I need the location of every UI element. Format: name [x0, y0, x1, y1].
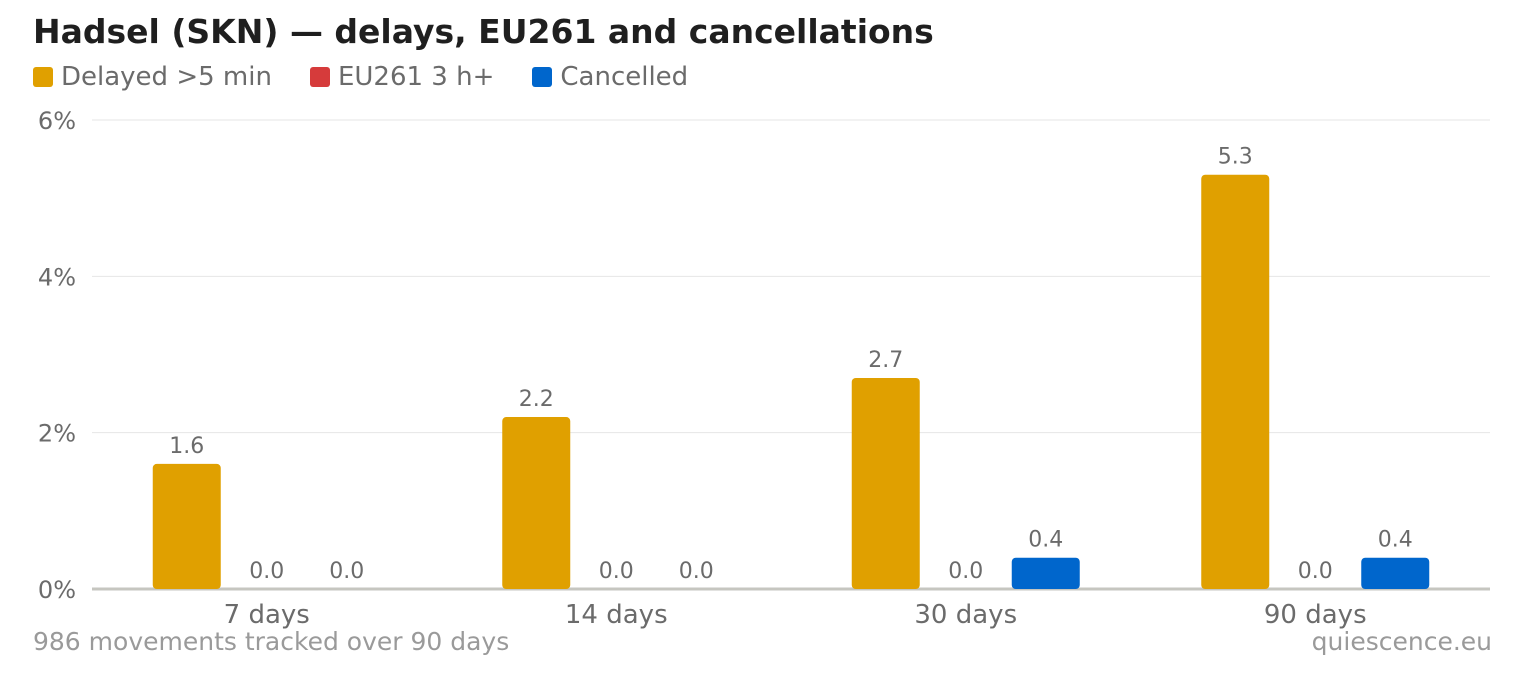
bar	[502, 417, 571, 589]
data-label: 0.0	[329, 559, 364, 584]
bar	[152, 463, 221, 589]
data-label: 5.3	[1218, 145, 1253, 170]
x-tick-label: 30 days	[914, 600, 1017, 630]
footer-source: quiescence.eu	[1311, 627, 1492, 656]
x-tick-label: 7 days	[224, 600, 310, 630]
y-tick-label: 6%	[38, 107, 76, 135]
legend-label-cancelled: Cancelled	[560, 62, 689, 92]
bar	[1011, 557, 1080, 589]
legend-item-delayed: Delayed >5 min	[33, 62, 272, 92]
data-label: 0.4	[1028, 528, 1063, 553]
bar	[1201, 174, 1270, 589]
legend-swatch-cancelled	[532, 67, 553, 87]
chart-title: Hadsel (SKN) — delays, EU261 and cancell…	[33, 12, 934, 51]
legend-label-delayed: Delayed >5 min	[61, 62, 272, 92]
data-label: 2.7	[868, 348, 903, 373]
y-tick-label: 0%	[38, 576, 76, 604]
x-tick-label: 90 days	[1264, 600, 1367, 630]
footer-note: 986 movements tracked over 90 days	[33, 627, 510, 656]
legend-label-eu261: EU261 3 h+	[337, 62, 495, 92]
bar	[851, 377, 920, 589]
legend-swatch-delayed	[33, 67, 53, 87]
data-label: 0.0	[249, 559, 284, 584]
y-tick-label: 2%	[38, 420, 76, 448]
legend: Delayed >5 min EU261 3 h+ Cancelled	[33, 61, 726, 93]
y-tick-label: 4%	[38, 263, 76, 291]
data-label: 0.0	[1298, 559, 1333, 584]
legend-item-cancelled: Cancelled	[532, 62, 688, 92]
data-label: 0.0	[599, 559, 634, 584]
data-label: 1.6	[169, 434, 204, 459]
bar	[1361, 557, 1430, 589]
legend-swatch-eu261	[309, 67, 330, 87]
x-tick-label: 14 days	[565, 600, 668, 630]
data-label: 2.2	[519, 387, 554, 412]
data-label: 0.0	[948, 559, 983, 584]
legend-item-eu261: EU261 3 h+	[309, 62, 495, 92]
data-label: 0.0	[679, 559, 714, 584]
data-label: 0.4	[1378, 528, 1413, 553]
